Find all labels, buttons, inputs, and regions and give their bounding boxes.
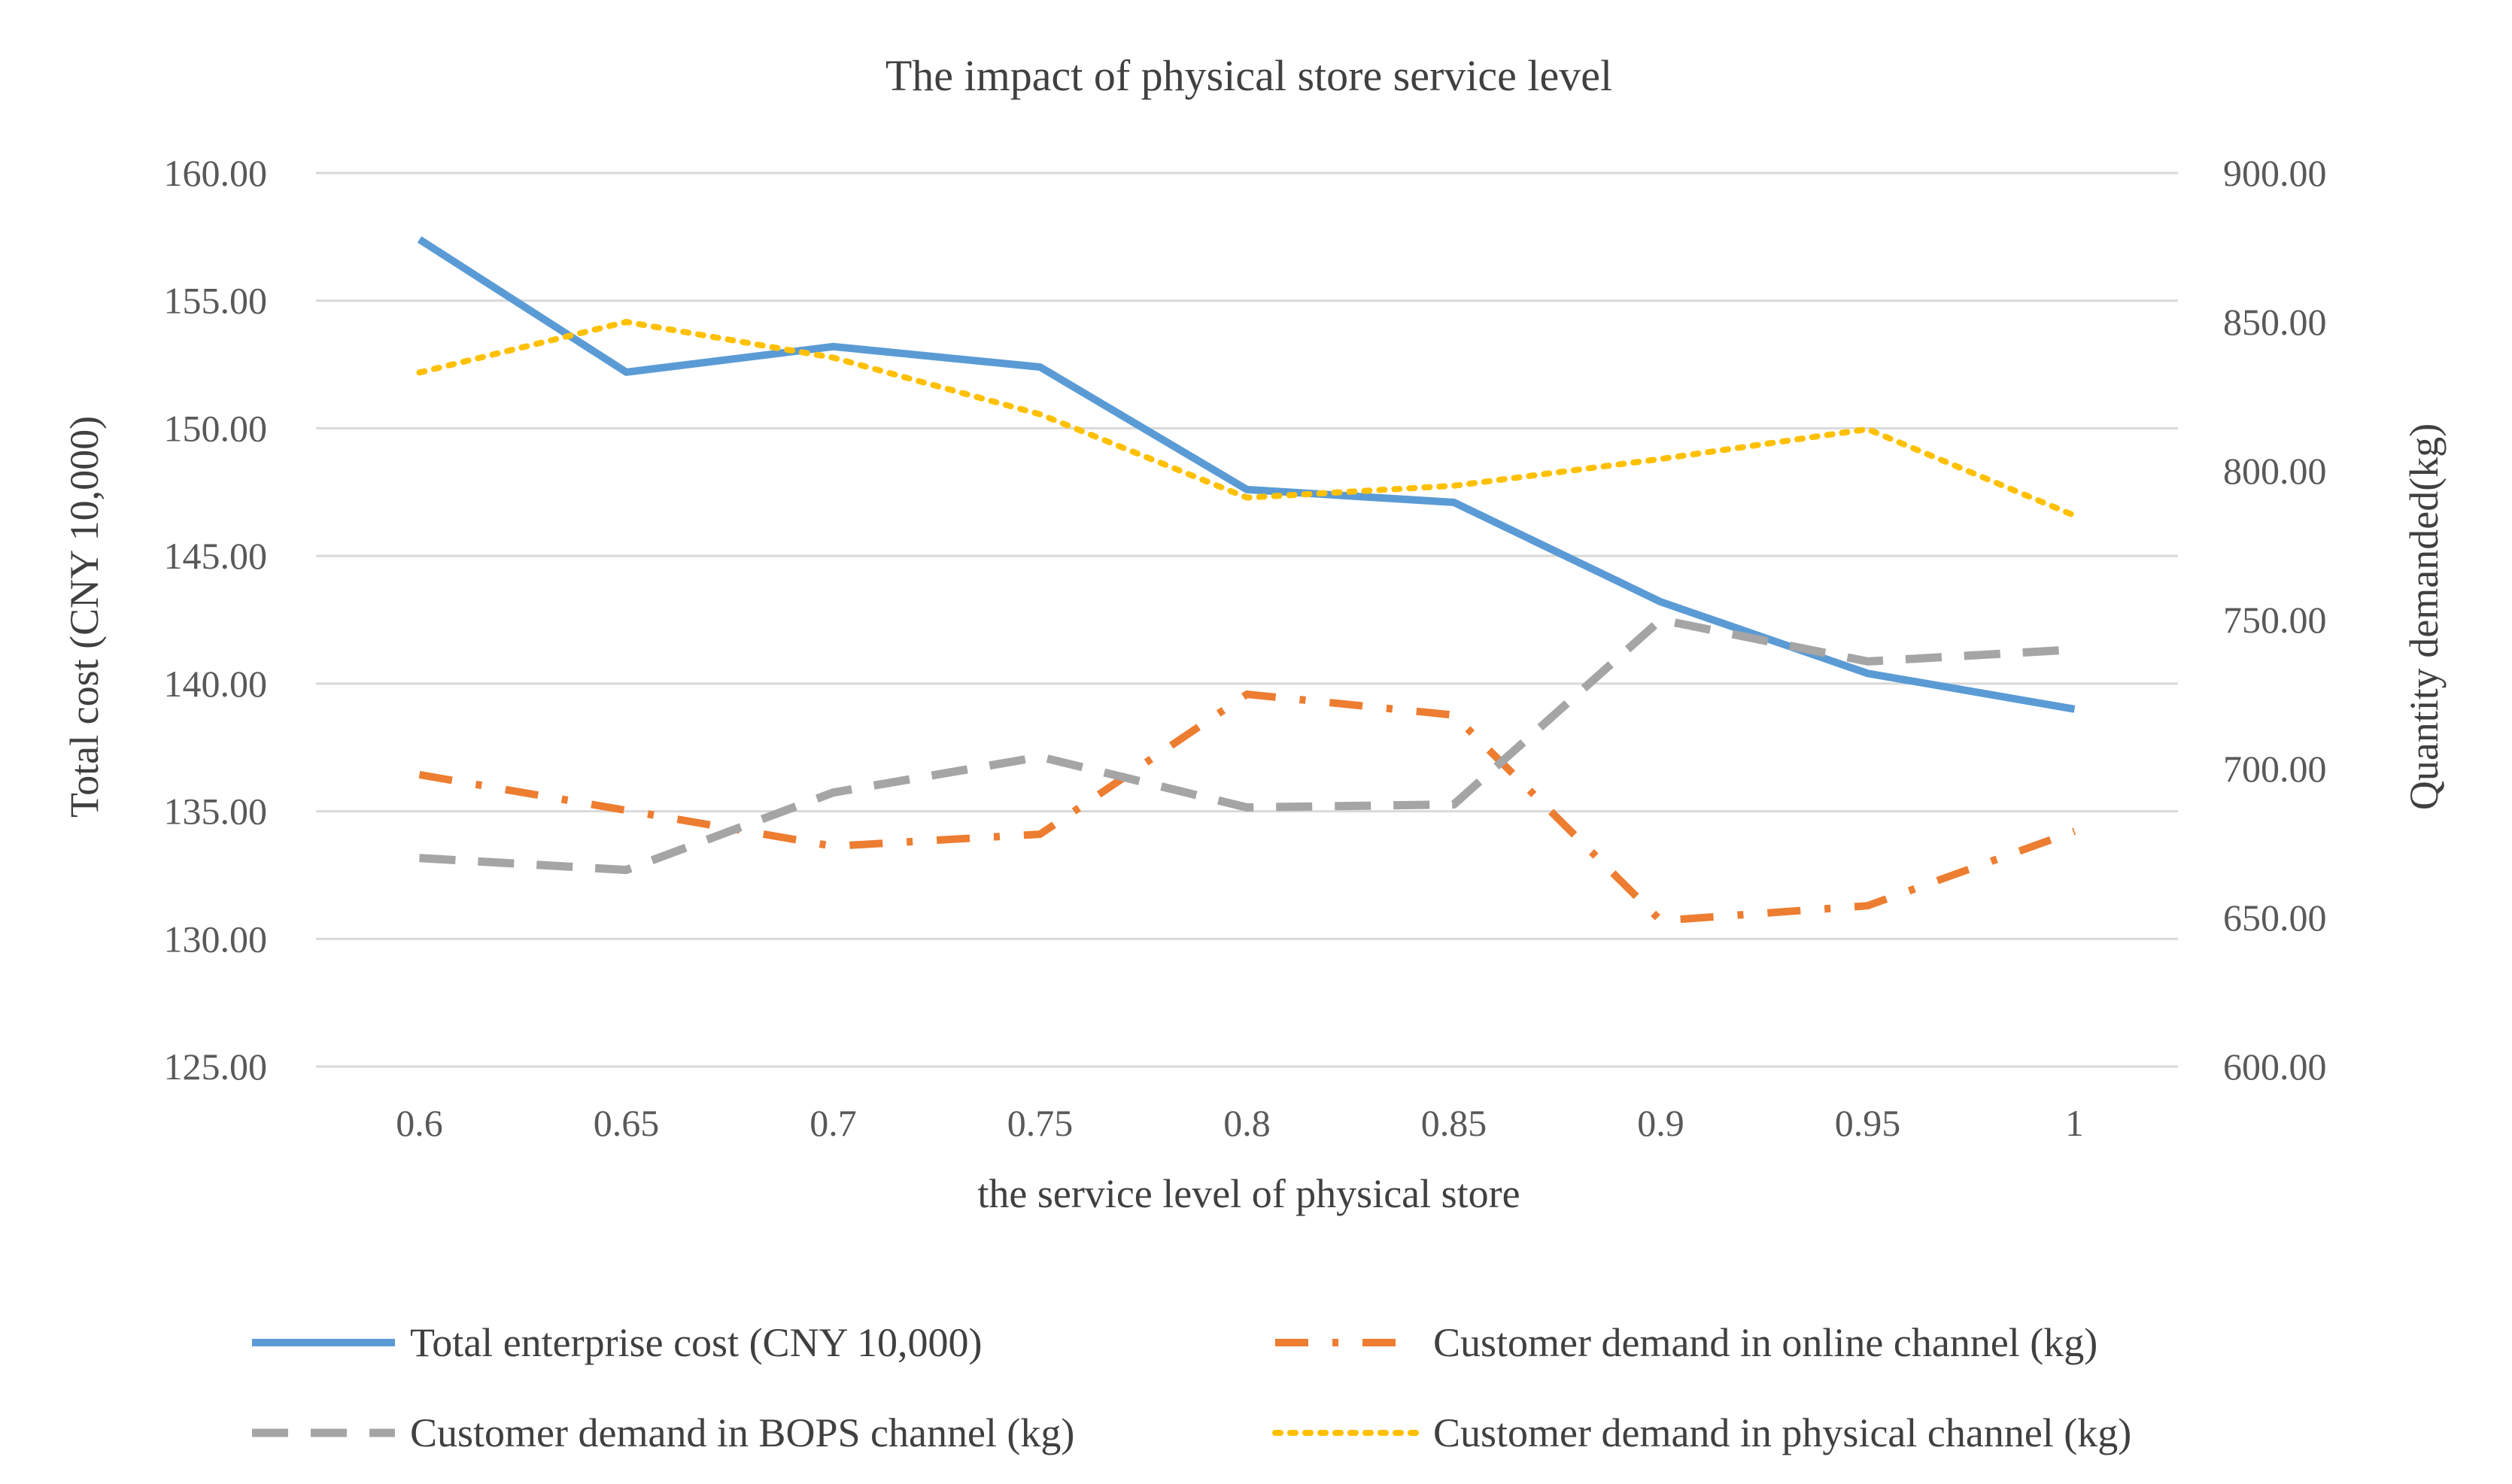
- y-tick-label: 150.00: [164, 407, 268, 449]
- x-tick-label: 0.8: [1223, 1102, 1271, 1144]
- legend-label: Customer demand in online channel (kg): [1433, 1320, 2097, 1365]
- y2-tick-label: 600.00: [2223, 1045, 2327, 1088]
- left-axis-ticks: 125.00 130.00 135.00 140.00 145.00 150.00 155.…: [164, 152, 268, 1088]
- series-line-2: [418, 690, 2076, 924]
- legend-label: Customer demand in BOPS channel (kg): [410, 1410, 1074, 1455]
- series-line-3: [419, 615, 2075, 875]
- y2-tick-label: 750.00: [2223, 599, 2327, 641]
- y2-tick-label: 800.00: [2223, 450, 2327, 492]
- y2-axis-label: Quantity demanded(kg): [2401, 423, 2447, 810]
- legend: Total enterprise cost (CNY 10,000) Custom…: [252, 1320, 2131, 1455]
- series-line-4: [416, 319, 2078, 519]
- x-tick-label: 1: [2065, 1102, 2084, 1144]
- y-tick-label: 155.00: [164, 280, 268, 322]
- y-tick-label: 140.00: [164, 663, 268, 705]
- legend-label: Total enterprise cost (CNY 10,000): [410, 1320, 983, 1365]
- y2-tick-label: 850.00: [2223, 301, 2327, 343]
- x-tick-label: 0.65: [594, 1102, 660, 1144]
- y2-tick-label: 700.00: [2223, 748, 2327, 790]
- y-tick-label: 135.00: [164, 791, 268, 833]
- chart-title: The impact of physical store service lev…: [885, 51, 1612, 100]
- y-tick-label: 145.00: [164, 535, 268, 577]
- y-tick-label: 130.00: [164, 918, 268, 960]
- gridlines: [316, 171, 2178, 1068]
- x-tick-label: 0.7: [809, 1102, 857, 1144]
- series-line-1: [417, 236, 2076, 713]
- x-axis-label: the service level of physical store: [977, 1171, 1520, 1216]
- series-lines: [416, 236, 2078, 924]
- legend-label: Customer demand in physical channel (kg): [1433, 1410, 2131, 1455]
- y-tick-label: 160.00: [164, 152, 268, 194]
- y2-tick-label: 650.00: [2223, 897, 2327, 939]
- x-tick-label: 0.9: [1637, 1102, 1684, 1144]
- x-tick-label: 0.6: [396, 1102, 443, 1144]
- x-axis-ticks: 0.6 0.65 0.7 0.75 0.8 0.85 0.9 0.95 1: [396, 1102, 2084, 1144]
- right-axis-ticks: 600.00 650.00 700.00 750.00 800.00 850.00 900.…: [2223, 152, 2327, 1088]
- x-tick-label: 0.95: [1835, 1102, 1901, 1144]
- x-tick-label: 0.75: [1007, 1102, 1074, 1144]
- y-tick-label: 125.00: [164, 1045, 268, 1088]
- y-axis-label: Total cost (CNY 10,000): [62, 416, 107, 818]
- y2-tick-label: 900.00: [2223, 152, 2327, 194]
- x-tick-label: 0.85: [1421, 1102, 1487, 1144]
